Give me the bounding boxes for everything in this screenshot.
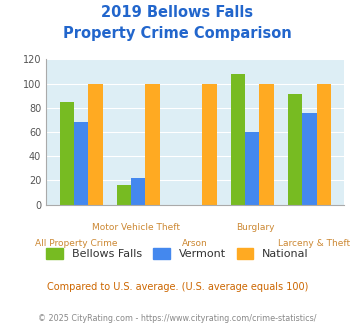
Legend: Bellows Falls, Vermont, National: Bellows Falls, Vermont, National <box>42 243 313 263</box>
Bar <box>245 132 260 205</box>
Bar <box>145 83 160 205</box>
Bar <box>260 83 274 205</box>
Bar <box>302 113 317 205</box>
Text: Compared to U.S. average. (U.S. average equals 100): Compared to U.S. average. (U.S. average … <box>47 282 308 292</box>
Bar <box>202 83 217 205</box>
Text: 2019 Bellows Falls: 2019 Bellows Falls <box>102 5 253 20</box>
Text: Burglary: Burglary <box>236 223 274 232</box>
Text: All Property Crime: All Property Crime <box>35 239 117 248</box>
Text: Arson: Arson <box>182 239 208 248</box>
Bar <box>74 122 88 205</box>
Bar <box>317 83 331 205</box>
Text: Property Crime Comparison: Property Crime Comparison <box>63 26 292 41</box>
Text: Larceny & Theft: Larceny & Theft <box>278 239 351 248</box>
Bar <box>60 102 74 205</box>
Text: © 2025 CityRating.com - https://www.cityrating.com/crime-statistics/: © 2025 CityRating.com - https://www.city… <box>38 314 317 323</box>
Bar <box>117 185 131 205</box>
Bar <box>231 74 245 205</box>
Bar <box>288 94 302 205</box>
Bar <box>131 178 145 205</box>
Bar <box>88 83 103 205</box>
Text: Motor Vehicle Theft: Motor Vehicle Theft <box>92 223 180 232</box>
